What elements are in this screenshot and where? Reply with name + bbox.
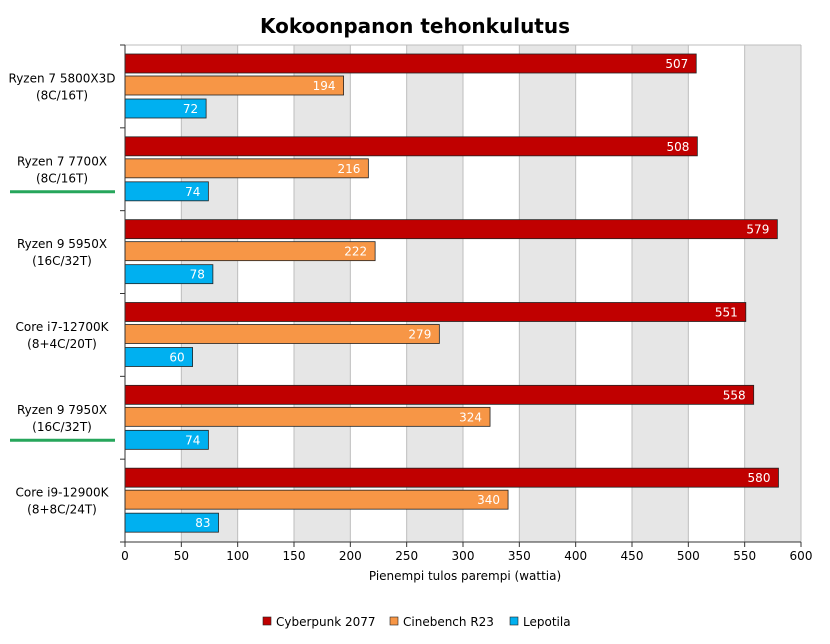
bar	[124, 219, 778, 240]
bar	[124, 467, 779, 488]
data-label: 194	[313, 79, 336, 93]
category-sublabel: (8C/16T)	[36, 88, 88, 102]
data-label: 279	[408, 328, 431, 342]
category-sublabel: (8+4C/20T)	[27, 337, 97, 351]
plot-stripe	[125, 45, 182, 542]
data-label: 551	[715, 306, 738, 320]
plot-stripe	[406, 45, 463, 542]
category-sublabel: (8C/16T)	[36, 171, 88, 185]
data-label: 580	[748, 471, 771, 485]
data-label: 74	[185, 185, 200, 199]
category-sublabel: (16C/32T)	[32, 420, 92, 434]
data-label: 507	[665, 57, 688, 71]
x-tick-label: 250	[395, 549, 418, 563]
bar	[124, 302, 747, 322]
plot-background	[125, 45, 801, 542]
highlight-underline	[10, 190, 115, 194]
x-tick-label: 450	[621, 549, 644, 563]
bar	[124, 241, 376, 262]
data-label: 558	[723, 388, 746, 402]
gridlines	[124, 44, 802, 542]
highlight-underline	[10, 438, 115, 442]
data-label: 508	[666, 140, 689, 154]
plot-stripe	[237, 45, 294, 542]
legend-label: Cyberpunk 2077	[276, 615, 376, 629]
x-tick-label: 400	[564, 549, 587, 563]
data-label: 74	[185, 433, 200, 447]
bar	[124, 136, 698, 157]
x-tick-label: 550	[733, 549, 756, 563]
category-sublabel: (16C/32T)	[32, 254, 92, 268]
legend-label: Cinebench R23	[403, 615, 494, 629]
bar	[124, 324, 440, 344]
bar	[124, 53, 697, 74]
x-tick-labels: 0 50 100 150 200 250 300 350 400 450 500 550 600	[121, 549, 812, 563]
x-tick-label: 500	[677, 549, 700, 563]
bar	[124, 158, 369, 179]
bar	[124, 406, 491, 427]
plot-stripe	[463, 45, 520, 542]
data-label: 579	[746, 223, 769, 237]
plot-stripe	[350, 45, 407, 542]
plot-stripe	[519, 45, 576, 542]
legend: Cyberpunk 2077 Cinebench R23 Lepotila	[262, 615, 571, 629]
x-tick-label: 350	[508, 549, 531, 563]
x-tick-label: 200	[339, 549, 362, 563]
plot-stripe	[744, 45, 801, 542]
data-label: 324	[459, 410, 482, 424]
x-tick-label: 150	[283, 549, 306, 563]
bars: 507 194 72 508 216 74 579 222 78 551 279 60 558 324 74…	[124, 53, 779, 533]
data-label: 222	[344, 245, 367, 259]
data-label: 83	[195, 516, 210, 530]
x-axis-label: Pienempi tulos parempi (wattia)	[369, 569, 561, 583]
axes	[120, 44, 802, 547]
plot-stripe	[575, 45, 632, 542]
plot-stripe	[181, 45, 238, 542]
plot-stripe	[632, 45, 689, 542]
x-tick-label: 300	[452, 549, 475, 563]
category-label: Core i9-12900K	[16, 486, 110, 500]
category-label: Core i7-12700K	[16, 320, 110, 334]
category-label: Ryzen 9 5950X	[17, 237, 107, 251]
legend-swatch	[262, 616, 272, 626]
bar	[124, 384, 755, 405]
legend-swatch	[509, 616, 519, 626]
bar	[124, 75, 344, 96]
legend-swatch	[389, 616, 399, 626]
plot-stripe	[688, 45, 745, 542]
data-label: 216	[337, 162, 360, 176]
data-label: 60	[169, 351, 184, 365]
chart-title: Kokoonpanon tehonkulutus	[260, 14, 570, 38]
category-label: Ryzen 9 7950X	[17, 403, 107, 417]
x-tick-label: 0	[121, 549, 129, 563]
x-tick-label: 100	[226, 549, 249, 563]
category-sublabel: (8+8C/24T)	[27, 503, 97, 517]
x-tick-label: 600	[790, 549, 813, 563]
category-label: Ryzen 7 5800X3D	[9, 71, 116, 85]
category-label: Ryzen 7 7700X	[17, 154, 107, 168]
x-tick-label: 50	[174, 549, 189, 563]
data-label: 78	[190, 268, 205, 282]
plot-stripe	[294, 45, 351, 542]
data-label: 340	[477, 493, 500, 507]
data-label: 72	[183, 102, 198, 116]
bar	[124, 489, 509, 510]
legend-label: Lepotila	[523, 615, 571, 629]
category-labels: Ryzen 7 5800X3D (8C/16T) Ryzen 7 7700X (8C/…	[9, 71, 116, 516]
